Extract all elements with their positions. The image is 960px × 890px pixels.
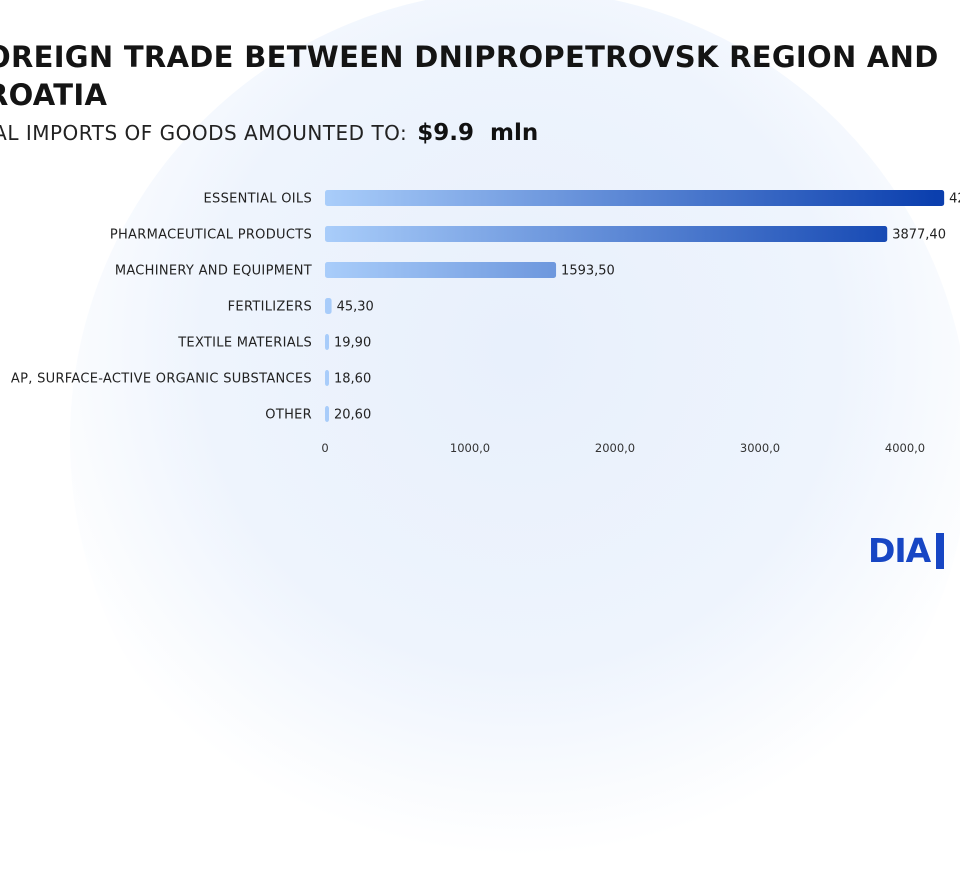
bar — [325, 334, 329, 350]
category-label: FERTILIZERS — [228, 300, 312, 315]
logo-text: DIA — [868, 531, 931, 570]
bar — [325, 262, 557, 278]
bar-chart: ESSENTIAL OILS 427 PHARMACEUTICAL PRODUCTS… — [11, 190, 960, 455]
logo-mark — [936, 533, 945, 569]
total-value: $9.9 mln — [417, 120, 539, 146]
bars-group: ESSENTIAL OILS 427 PHARMACEUTICAL PRODUCTS… — [11, 190, 960, 423]
category-label: MACHINERY AND EQUIPMENT — [115, 264, 312, 279]
x-tick-label: 2000,0 — [595, 441, 635, 455]
x-tick-label: 4000,0 — [885, 441, 925, 455]
summary-row: TAL IMPORTS OF GOODS AMOUNTED TO: $9.9 m… — [0, 120, 538, 146]
value-label: 3877,40 — [892, 228, 946, 243]
bar — [325, 406, 329, 422]
x-tick-label: 3000,0 — [740, 441, 780, 455]
x-tick-label: 1000,0 — [450, 441, 490, 455]
bar — [325, 370, 329, 386]
value-label: 19,90 — [334, 336, 371, 351]
subtitle: TAL IMPORTS OF GOODS AMOUNTED TO: — [0, 121, 408, 145]
category-label: ESSENTIAL OILS — [204, 192, 312, 207]
x-axis-ticks: 0 1000,0 2000,0 3000,0 4000,0 — [321, 441, 925, 455]
bar — [325, 190, 945, 206]
category-label: AP, SURFACE-ACTIVE ORGANIC SUBSTANCES — [11, 372, 312, 387]
bar — [325, 226, 888, 242]
value-label: 45,30 — [337, 300, 374, 315]
value-label: 1593,50 — [561, 264, 615, 279]
bar — [325, 298, 332, 314]
page-title: OREIGN TRADE BETWEEN DNIPROPETROVSK REGI… — [0, 40, 939, 112]
value-label: 20,60 — [334, 408, 371, 423]
dia-logo: DIA — [868, 531, 945, 571]
value-label: 18,60 — [334, 372, 371, 387]
x-tick-label: 0 — [321, 441, 328, 455]
category-label: PHARMACEUTICAL PRODUCTS — [110, 228, 312, 243]
category-label: OTHER — [265, 408, 312, 423]
category-label: TEXTILE MATERIALS — [177, 336, 312, 351]
value-label: 427 — [949, 192, 960, 207]
